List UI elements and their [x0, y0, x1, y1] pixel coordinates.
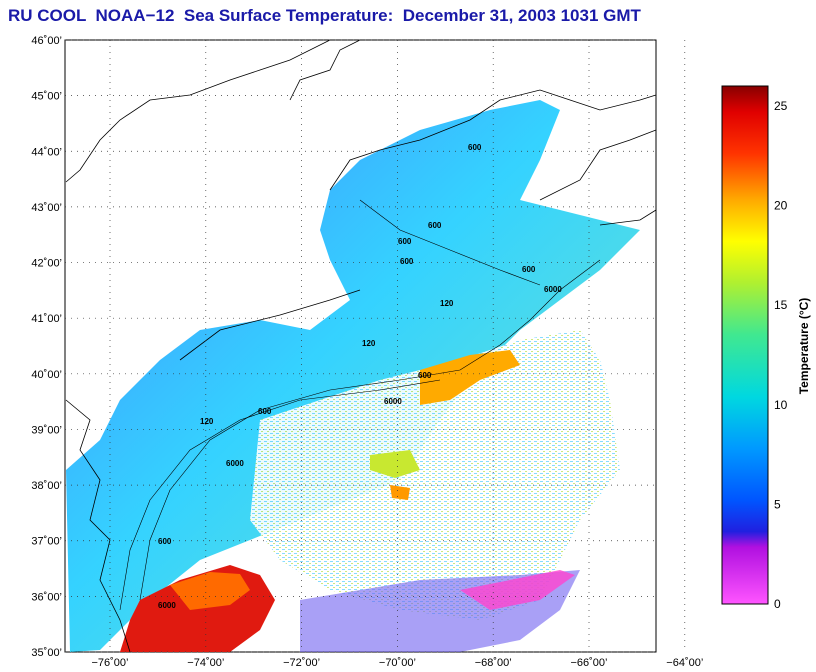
longitude-label: −70˚00’	[379, 657, 416, 669]
latitude-label: 35˚00’	[31, 647, 62, 659]
latitude-label: 46˚00’	[31, 35, 62, 47]
longitude-label: −76˚00’	[91, 657, 128, 669]
sst-field	[66, 100, 640, 652]
latitude-label: 39˚00’	[31, 424, 62, 436]
contour-label: 600	[418, 371, 432, 380]
latitude-label: 41˚00’	[31, 313, 62, 325]
latitude-label: 36˚00’	[31, 591, 62, 603]
latitude-label: 43˚00’	[31, 202, 62, 214]
colorbar-label: Temperature (°C)	[797, 298, 811, 395]
colorbar-tick-label: 0	[774, 597, 781, 611]
map-plot-area: 600 600 600 600 6000 600 6000 120 600 60…	[64, 39, 686, 653]
contour-labels: 600 600 600 600 6000 600 6000 120 600 60…	[158, 143, 562, 610]
map-title: RU COOL NOAA−12 Sea Surface Temperature:…	[8, 6, 641, 25]
latitude-labels: 46˚00’ 45˚00’ 44˚00’ 43˚00’ 42˚00’ 41˚00’ 40˚0…	[31, 35, 62, 659]
contour-label: 600	[522, 265, 536, 274]
latitude-label: 38˚00’	[31, 480, 62, 492]
bathymetry-contours	[119, 199, 601, 611]
contour-label: 120	[200, 417, 214, 426]
longitude-label: −64˚00’	[666, 657, 703, 669]
longitude-labels: −76˚00’ −74˚00’ −72˚00’ −70˚00’ −68˚00’ −66˚0…	[91, 657, 703, 669]
longitude-label: −72˚00’	[283, 657, 320, 669]
longitude-label: −66˚00’	[570, 657, 607, 669]
latitude-label: 45˚00’	[31, 91, 62, 103]
coastline	[65, 39, 657, 653]
graticule	[65, 39, 686, 653]
latitude-label: 42˚00’	[31, 258, 62, 270]
contour-label: 600	[258, 407, 272, 416]
contour-label: 120	[362, 339, 376, 348]
contour-label: 6000	[544, 285, 562, 294]
contour-label: 6000	[384, 397, 402, 406]
longitude-label: −68˚00’	[475, 657, 512, 669]
contour-label: 600	[398, 237, 412, 246]
colorbar-ticks: 25 20 15 10 5 0	[774, 99, 788, 611]
contour-label: 600	[158, 537, 172, 546]
contour-label: 600	[428, 221, 442, 230]
colorbar-tick-label: 5	[774, 497, 781, 511]
contour-label: 600	[468, 143, 482, 152]
contour-label: 600	[400, 257, 414, 266]
colorbar-tick-label: 25	[774, 99, 788, 113]
colorbar: 25 20 15 10 5 0 Temperature (°C)	[721, 85, 811, 611]
latitude-label: 37˚00’	[31, 536, 62, 548]
colorbar-scale	[721, 85, 769, 605]
colorbar-tick-label: 15	[774, 298, 788, 312]
latitude-label: 40˚00’	[31, 369, 62, 381]
contour-label: 120	[440, 299, 454, 308]
contour-label: 6000	[226, 459, 244, 468]
colorbar-tick-label: 20	[774, 199, 788, 213]
latitude-label: 44˚00’	[31, 146, 62, 158]
colorbar-tick-label: 10	[774, 398, 788, 412]
contour-label: 6000	[158, 601, 176, 610]
longitude-label: −74˚00’	[187, 657, 224, 669]
